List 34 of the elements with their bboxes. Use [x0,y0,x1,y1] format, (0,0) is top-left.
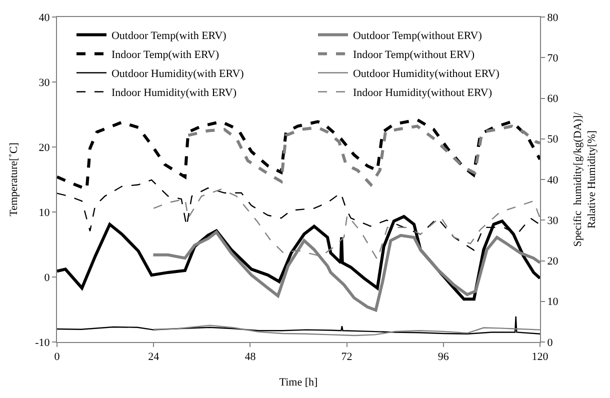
y2-axis-title: Specific humidity[g/kg(DA)]/ Ralative Humidity[%] [572,111,598,247]
line-series [57,316,540,334]
legend-label: Outdoor Temp(without ERV) [352,30,482,42]
x-tick-label: 48 [244,351,256,364]
y-tick-label: -10 [35,336,50,349]
x-tick-label: 96 [438,351,450,364]
legend-label: Indoor Temp(with ERV) [111,49,220,62]
y-tick-label: 30 [38,76,50,89]
x-axis-title: Time [h] [279,376,318,388]
y2-tick-label: 10 [547,296,559,308]
legend-label: Outdoor Temp(with ERV) [111,30,227,42]
x-tick-label: 0 [54,351,60,364]
legend-label: Outdoor Humidity(with ERV) [111,68,244,80]
line-series [57,118,540,191]
x-tick-label: 72 [341,351,352,364]
legend-label: Indoor Humidity(without ERV) [352,87,492,100]
y-tick-label: 10 [38,206,50,219]
y2-tick-label: 30 [547,214,559,227]
y2-tick-label: 20 [547,256,559,268]
y2-tick-label: 0 [547,336,554,349]
legend-label: Indoor Temp(without ERV) [352,49,475,62]
y2-tick-label: 60 [547,93,559,106]
y-axis-title: Temperature[˚C] [8,142,20,216]
y2-tick-label: 40 [547,174,559,186]
y2-tick-label: 50 [547,134,559,146]
x-tick-label: 120 [532,351,549,364]
x-tick-label: 24 [148,351,160,364]
y-tick-label: 20 [38,142,50,154]
y2-tick-label: 70 [547,52,559,64]
y-tick-label: 40 [38,12,50,24]
y-tick-label: 0 [44,272,50,284]
y2-tick-label: 80 [547,12,559,24]
legend-label: Indoor Humidity(with ERV) [111,87,237,100]
legend-label: Outdoor Humidity(without ERV) [352,68,500,80]
